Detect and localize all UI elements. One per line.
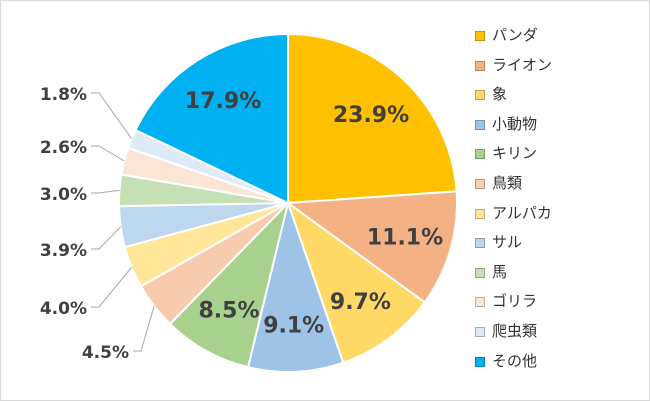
legend-label: アルパカ [492,203,552,222]
data-label: 8.5% [198,298,259,323]
data-label: 17.9% [185,89,261,114]
leader-line [133,306,155,352]
data-label: 1.8% [40,85,87,105]
legend-label: キリン [492,144,538,163]
legend-item: 小動物 [475,115,635,145]
leader-line [91,92,133,140]
legend-label: 馬 [492,262,508,281]
legend-label: ゴリラ [492,292,538,311]
leader-line [91,266,133,308]
legend-item: キリン [475,144,635,174]
pie-slice [285,190,458,304]
data-label: 9.7% [330,290,391,315]
legend-swatch [475,297,485,308]
legend-label: その他 [492,351,538,370]
legend-swatch [475,90,485,101]
legend-item: 象 [475,85,635,115]
legend-swatch [475,267,485,278]
legend-label: パンダ [492,26,538,44]
legend-label: 爬虫類 [492,321,538,340]
legend-swatch [475,356,485,367]
legend-label: 象 [492,85,508,104]
pie-slice [134,32,289,205]
leader-line [91,226,122,250]
legend-item: ライオン [475,56,635,86]
legend-item: 爬虫類 [475,322,635,352]
legend-item: サル [475,233,635,263]
data-label: 23.9% [333,103,409,128]
legend-swatch [475,208,485,219]
legend-swatch [475,178,485,189]
legend-swatch [475,326,485,337]
data-label: 4.0% [40,299,87,319]
data-label: 11.1% [367,226,443,251]
legend-swatch [475,149,485,160]
legend-item: パンダ [475,26,635,56]
legend-item: その他 [475,352,635,382]
leader-line [91,189,120,194]
legend-swatch [475,238,485,249]
legend-item: アルパカ [475,204,635,234]
legend-label: サル [492,233,523,252]
leader-line [91,145,125,162]
legend-item: ゴリラ [475,292,635,322]
data-label: 9.1% [263,314,324,339]
pie-slice [287,32,458,205]
legend-label: 小動物 [492,114,538,133]
legend-swatch [475,119,485,130]
legend-label: ライオン [492,55,553,74]
pie-slice [286,200,427,364]
legend-swatch [475,31,485,41]
legend-swatch [475,60,485,71]
data-label: 4.5% [82,343,129,363]
data-label: 3.9% [40,241,87,261]
legend-item: 鳥類 [475,174,635,204]
pie-slice [246,199,345,373]
data-label: 3.0% [40,185,87,205]
pie-slice [168,199,290,369]
legend: パンダライオン象小動物キリン鳥類アルパカサル馬ゴリラ爬虫類その他 [475,26,635,381]
data-label: 2.6% [40,138,87,158]
legend-item: 馬 [475,263,635,293]
legend-label: 鳥類 [492,173,523,192]
